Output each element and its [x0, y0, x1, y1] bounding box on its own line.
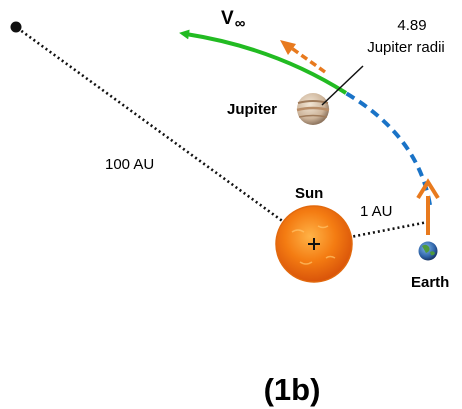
far-point-dot — [10, 21, 22, 33]
far-distance-label: 100 AU — [105, 156, 154, 173]
sun-center-plus-icon — [308, 238, 320, 250]
v-infinity-label: V∞ — [221, 8, 246, 32]
earth-dotted-line — [313, 220, 429, 246]
figure-label: (1b) — [264, 372, 321, 407]
jupiter-label: Jupiter — [227, 101, 277, 118]
jupiter-distance-leader — [321, 65, 364, 106]
escape-trajectory-arrow — [179, 29, 348, 95]
jupiter-distance-value: 4.89 — [397, 17, 426, 34]
earth-velocity-arrow — [416, 178, 440, 235]
earth-distance-label: 1 AU — [360, 203, 393, 220]
earth-label: Earth — [411, 274, 449, 291]
jupiter-velocity-arrow — [280, 40, 327, 74]
far-dotted-line — [15, 25, 315, 246]
jupiter-icon — [296, 93, 330, 125]
sun-label: Sun — [295, 185, 323, 202]
earth-to-jupiter-dashed-path — [342, 90, 432, 206]
jupiter-distance-unit: Jupiter radii — [367, 39, 445, 56]
earth-icon — [418, 241, 438, 261]
